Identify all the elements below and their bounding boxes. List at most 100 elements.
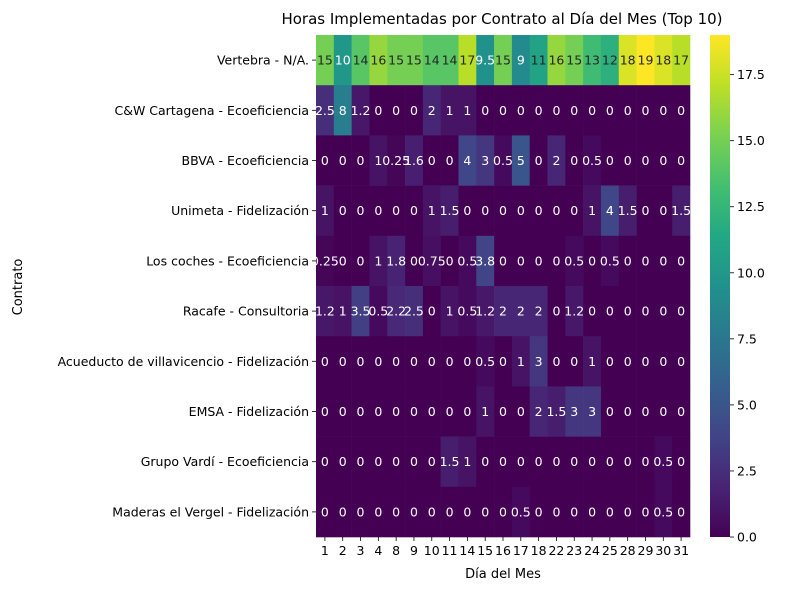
cell-annotation: 1 xyxy=(321,203,329,218)
cell-annotation: 0 xyxy=(374,354,382,369)
heatmap-cell xyxy=(387,336,406,387)
cell-annotation: 15 xyxy=(406,53,422,68)
y-tick-label: Vertebra - N/A. xyxy=(217,53,309,68)
cell-annotation: 0 xyxy=(535,504,543,519)
cell-annotation: 0.25 xyxy=(382,153,410,168)
y-tick-label: EMSA - Fidelización xyxy=(189,404,309,419)
heatmap-cell xyxy=(476,85,495,136)
cell-annotation: 3 xyxy=(535,354,543,369)
cell-annotation: 0 xyxy=(481,504,489,519)
cell-annotation: 15 xyxy=(388,53,404,68)
cell-annotation: 15 xyxy=(317,53,333,68)
heatmap-cell xyxy=(440,235,459,287)
heatmap-cell xyxy=(316,185,335,237)
cell-annotation: 3 xyxy=(588,404,596,419)
cell-annotation: 1 xyxy=(588,354,596,369)
heatmap-cell xyxy=(494,486,513,538)
cell-annotation: 0 xyxy=(357,504,365,519)
heatmap-cell xyxy=(351,486,370,538)
heatmap-cell xyxy=(440,286,459,337)
heatmap-cell xyxy=(636,386,655,437)
heatmap-cell xyxy=(405,35,424,86)
heatmap-cell xyxy=(333,386,352,437)
cell-annotation: 0 xyxy=(659,203,667,218)
colorbar-tick-label: 17.5 xyxy=(737,67,765,82)
cell-annotation: 1.5 xyxy=(440,454,460,469)
cell-annotation: 0 xyxy=(357,404,365,419)
heatmap-cell xyxy=(422,436,441,488)
cell-annotation: 0 xyxy=(499,253,507,268)
y-tick-label: C&W Cartagena - Ecoeficiencia xyxy=(114,103,309,118)
x-tick-label: 3 xyxy=(357,543,365,558)
heatmap-cell xyxy=(351,436,370,488)
heatmap-cell xyxy=(440,135,459,186)
heatmap-cell xyxy=(405,386,424,437)
heatmap-cell xyxy=(316,386,335,437)
heatmap-cell xyxy=(636,185,655,237)
heatmap-cell xyxy=(405,286,424,337)
x-tick-label: 14 xyxy=(459,543,475,558)
cell-annotation: 14 xyxy=(353,53,369,68)
cell-annotation: 2.5 xyxy=(404,304,424,319)
heatmap-cell xyxy=(600,135,620,186)
cell-annotation: 12 xyxy=(602,53,618,68)
colorbar-tick-label: 5.0 xyxy=(737,397,757,412)
heatmap-cell xyxy=(672,386,691,437)
y-tick-label: BBVA - Ecoeficiencia xyxy=(182,153,309,168)
heatmap-cell xyxy=(636,85,655,136)
cell-annotation: 0 xyxy=(570,153,578,168)
heatmap-cell xyxy=(565,386,584,437)
cell-annotation: 0 xyxy=(463,504,471,519)
colorbar-ticks: 0.0 2.5 5.0 7.5 10.0 12.5 15.0 17.5 xyxy=(730,67,765,545)
cell-annotation: 1 xyxy=(463,103,471,118)
heatmap-cell xyxy=(494,35,513,86)
cell-annotation: 1.5 xyxy=(671,203,691,218)
heatmap-cell xyxy=(565,85,584,136)
heatmap-cell xyxy=(636,235,655,287)
heatmap-cell xyxy=(405,185,424,237)
heatmap-cell xyxy=(654,436,673,488)
cell-annotation: 0 xyxy=(659,354,667,369)
heatmap-cell xyxy=(600,336,620,387)
heatmap-cell xyxy=(565,336,584,387)
cell-annotation: 1.2 xyxy=(315,304,335,319)
x-tick-label: 28 xyxy=(620,543,636,558)
heatmap-cell xyxy=(636,135,655,186)
heatmap-cell xyxy=(547,235,566,287)
cell-annotation: 0 xyxy=(339,354,347,369)
cell-annotation: 0 xyxy=(624,354,632,369)
cell-annotation: 0.5 xyxy=(457,253,477,268)
heatmap-cell xyxy=(600,436,620,488)
cell-annotation: 1.6 xyxy=(404,153,424,168)
heatmap-cell xyxy=(654,135,673,186)
heatmap-cell xyxy=(529,235,548,287)
heatmap-cell xyxy=(511,185,531,237)
heatmap-cell xyxy=(422,486,441,538)
heatmap-cell xyxy=(618,386,637,437)
y-tick-label: Los coches - Ecoeficiencia xyxy=(146,253,309,268)
heatmap-cell xyxy=(422,135,441,186)
cell-annotation: 0 xyxy=(374,504,382,519)
cell-annotation: 1 xyxy=(339,304,347,319)
cell-annotation: 0 xyxy=(677,253,685,268)
cell-annotation: 8 xyxy=(339,103,347,118)
cell-annotation: 0 xyxy=(642,253,650,268)
heatmap-cell xyxy=(494,286,513,337)
cell-annotation: 0 xyxy=(446,404,454,419)
heatmap-cell xyxy=(654,486,673,538)
cell-annotation: 0 xyxy=(642,153,650,168)
cell-annotation: 0 xyxy=(588,253,596,268)
heatmap-cell xyxy=(511,386,531,437)
heatmap-cell xyxy=(458,35,477,86)
heatmap-cell xyxy=(547,286,566,337)
heatmap-cell xyxy=(654,286,673,337)
cell-annotation: 2 xyxy=(535,404,543,419)
cell-annotation: 0.5 xyxy=(582,153,602,168)
cell-annotation: 0 xyxy=(410,404,418,419)
cell-annotation: 0 xyxy=(552,203,560,218)
heatmap-cell xyxy=(600,386,620,437)
cell-annotation: 0 xyxy=(642,404,650,419)
cell-annotation: 0 xyxy=(642,103,650,118)
heatmap-cell xyxy=(405,336,424,387)
heatmap-cell xyxy=(618,436,637,488)
